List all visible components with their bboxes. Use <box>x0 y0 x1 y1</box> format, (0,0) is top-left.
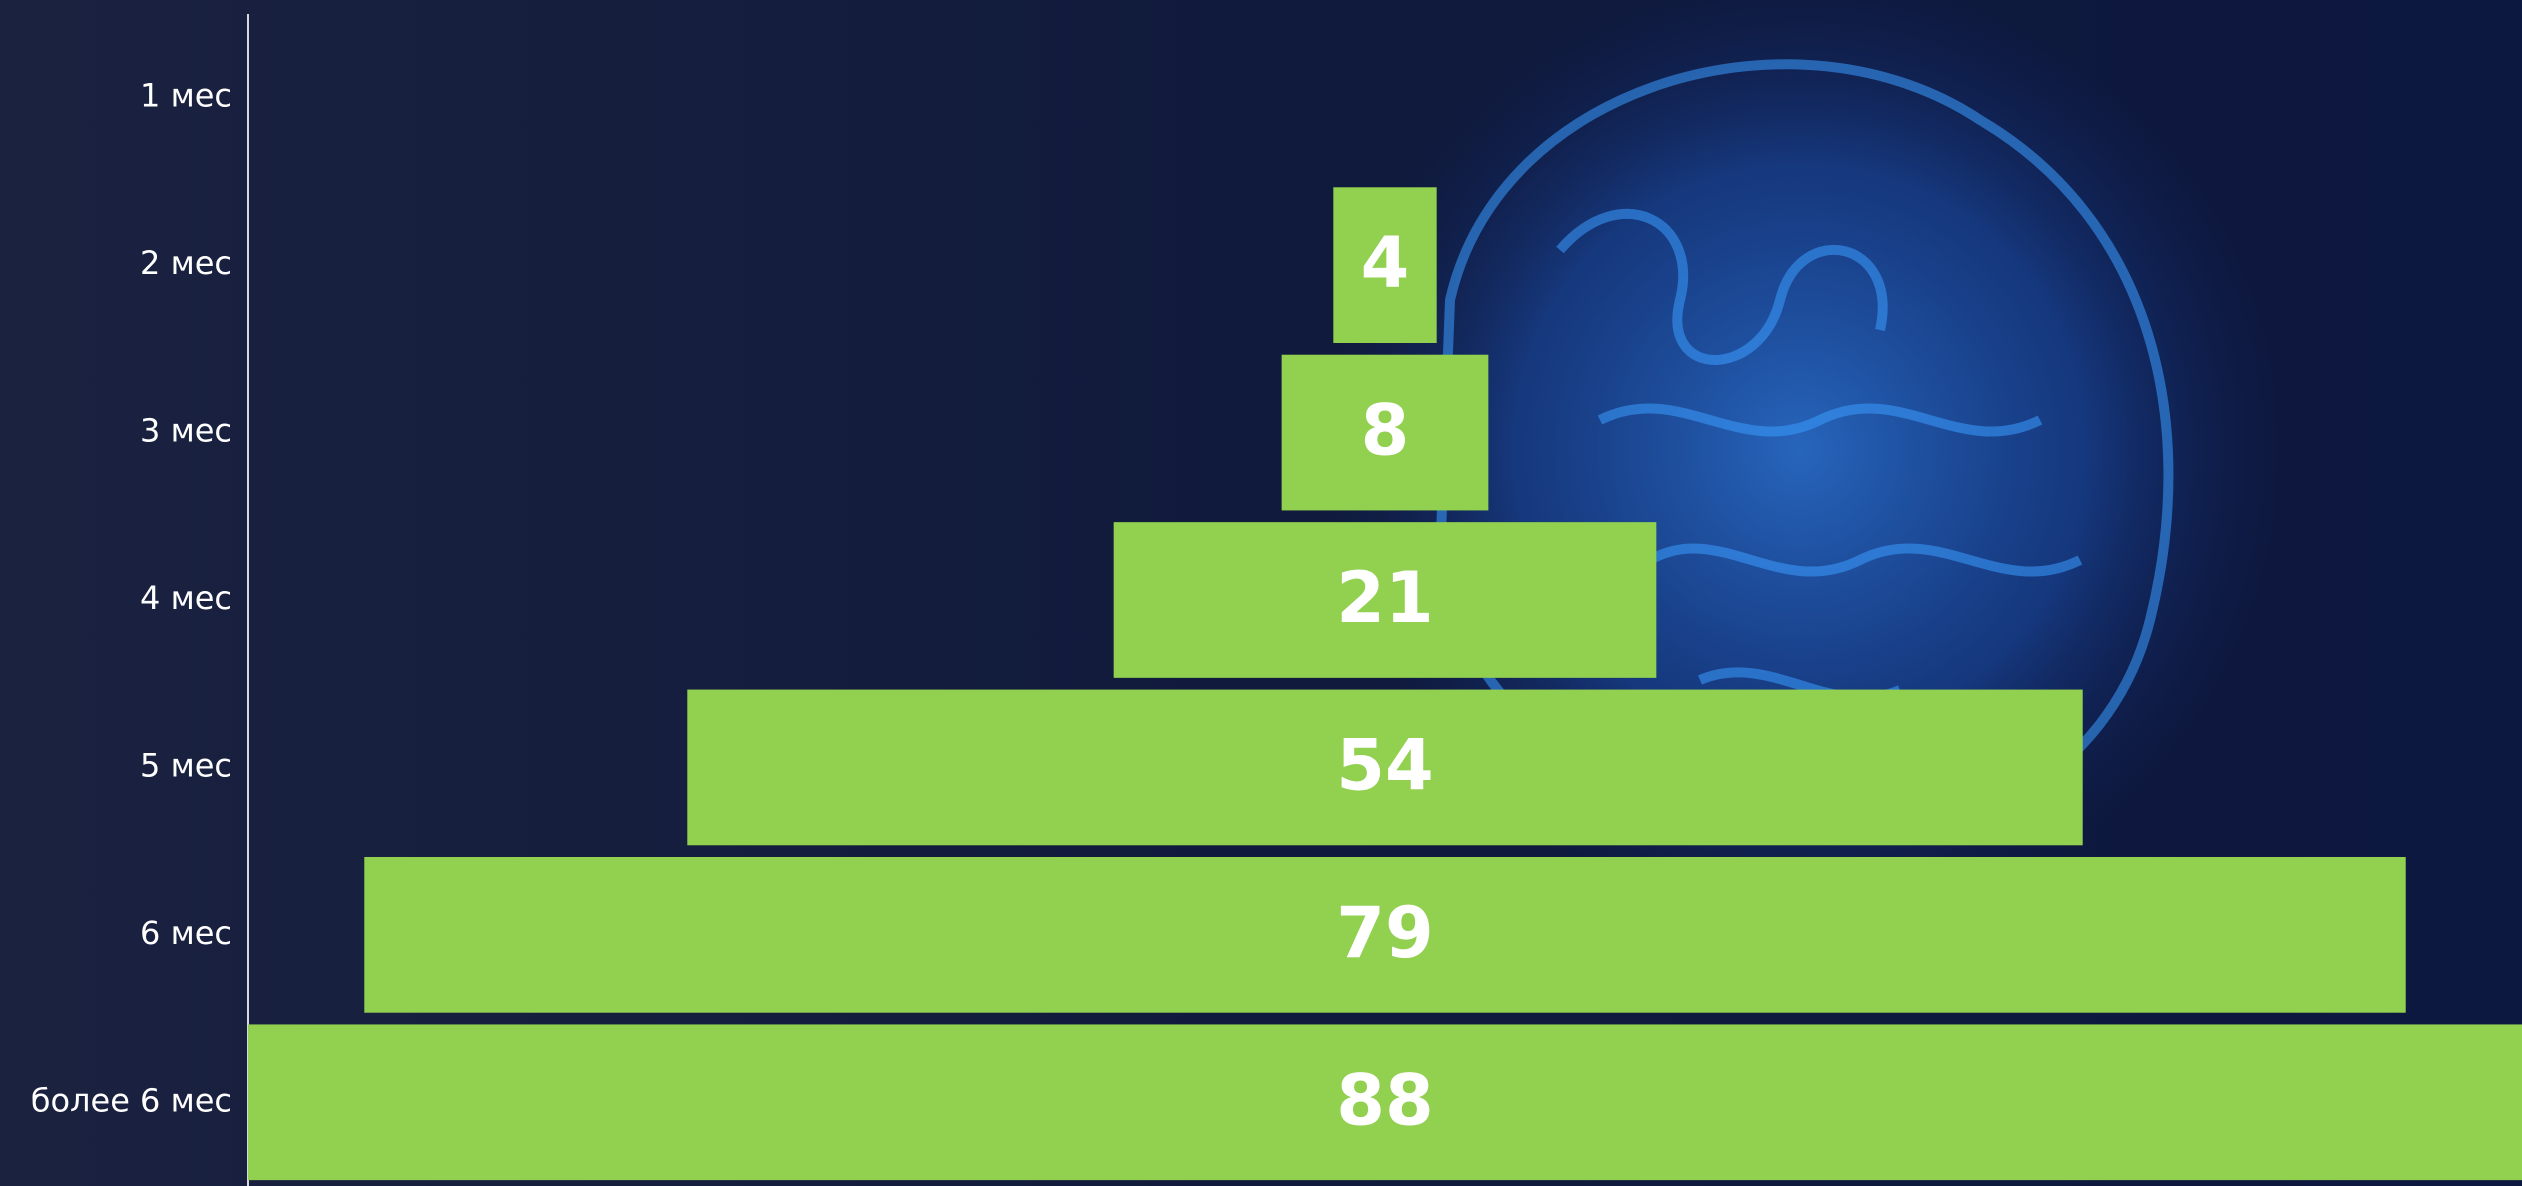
data-label: 88 <box>1336 1059 1433 1141</box>
data-label: 4 <box>1361 222 1410 304</box>
data-label: 79 <box>1336 892 1433 974</box>
category-label: 1 мес <box>140 77 232 115</box>
category-label: 6 мес <box>140 914 232 952</box>
data-label: 54 <box>1336 724 1433 806</box>
category-label: 2 мес <box>140 244 232 282</box>
category-label: 4 мес <box>140 579 232 617</box>
category-label: более 6 мес <box>31 1081 232 1119</box>
category-label: 3 мес <box>140 412 232 450</box>
data-label: 21 <box>1336 557 1433 639</box>
category-label: 5 мес <box>140 746 232 784</box>
data-label: 8 <box>1361 390 1410 472</box>
page: 1 мес 2 мес 4 3 мес 8 4 мес 21 5 мес 54 6 мес 79 бо… <box>0 0 2522 1186</box>
chart: 1 мес 2 мес 4 3 мес 8 4 мес 21 5 мес 54 6 мес 79 бо… <box>0 0 2522 1186</box>
